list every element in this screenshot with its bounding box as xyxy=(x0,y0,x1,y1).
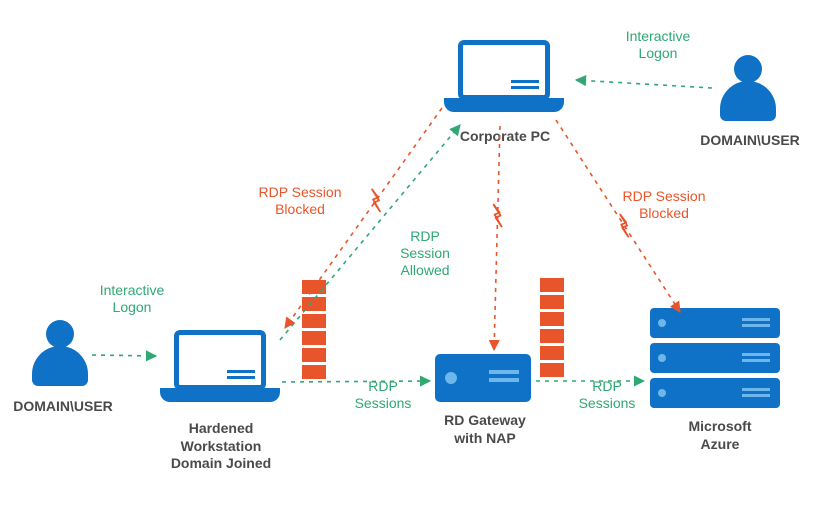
rdp-allowed-annotation: RDP Session Allowed xyxy=(390,228,460,278)
connection-arrow xyxy=(494,126,500,350)
lightning-bolt-icon xyxy=(372,189,380,211)
interactive-logon-annotation: Interactive Logon xyxy=(92,282,172,316)
rdp-sessions-annotation: RDP Sessions xyxy=(572,378,642,412)
azure-label: Microsoft Azure xyxy=(680,418,760,453)
connection-arrow xyxy=(576,80,712,88)
firewall-icon xyxy=(302,280,326,382)
corporate-pc-label: Corporate PC xyxy=(455,128,555,146)
rdp-blocked-annotation: RDP Session Blocked xyxy=(614,188,714,222)
gateway-label: RD Gateway with NAP xyxy=(440,412,530,447)
lightning-bolt-icon xyxy=(494,205,502,227)
rdp-sessions-annotation: RDP Sessions xyxy=(348,378,418,412)
gateway-icon xyxy=(435,354,531,402)
interactive-logon-annotation: Interactive Logon xyxy=(618,28,698,62)
firewall-icon xyxy=(540,278,564,380)
user-icon xyxy=(718,55,778,123)
diagram-stage: DOMAIN\USER Hardened Workstation Domain … xyxy=(0,0,838,513)
user-left-label: DOMAIN\USER xyxy=(3,398,123,416)
user-icon xyxy=(30,320,90,388)
laptop-icon xyxy=(160,330,280,410)
laptop-icon xyxy=(444,40,564,120)
hardened-ws-label: Hardened Workstation Domain Joined xyxy=(158,420,284,473)
server-icon xyxy=(650,308,780,413)
user-right-label: DOMAIN\USER xyxy=(690,132,810,150)
connection-arrow xyxy=(92,355,156,356)
rdp-blocked-annotation: RDP Session Blocked xyxy=(250,184,350,218)
